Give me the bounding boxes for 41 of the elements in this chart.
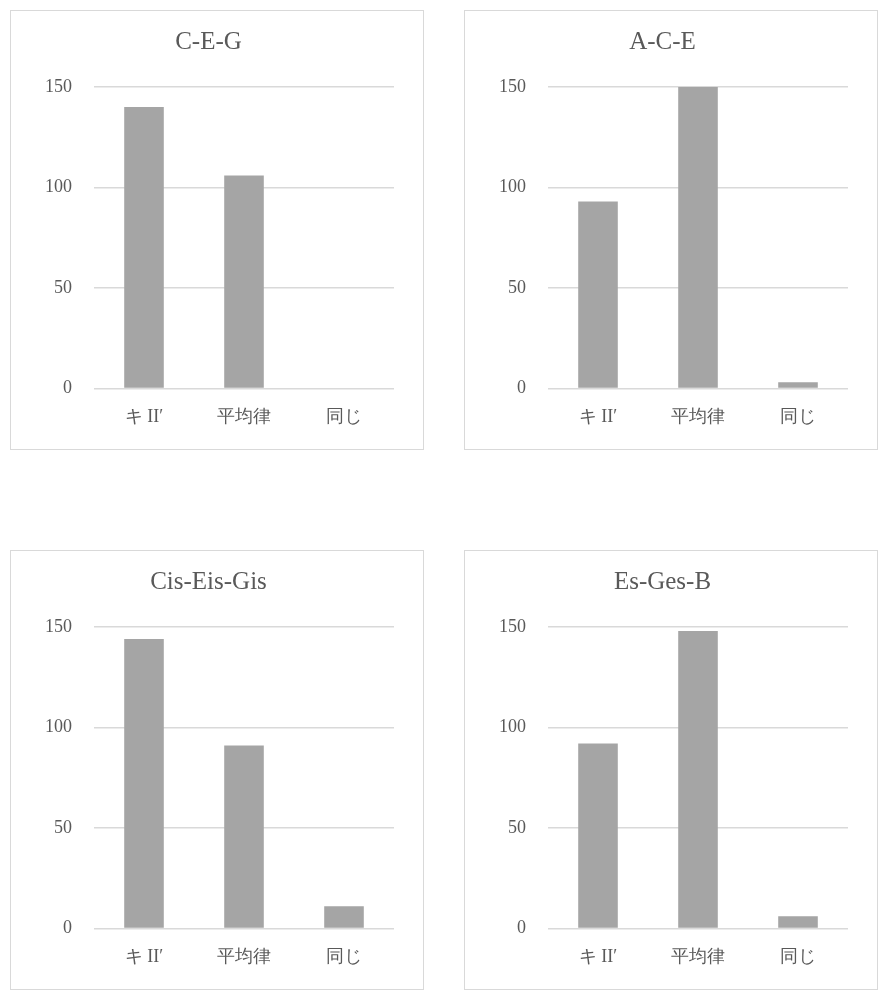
x-tick-label: 平均律 (671, 945, 725, 966)
x-tick-label: 平均律 (671, 405, 725, 426)
y-tick-label: 0 (517, 377, 526, 398)
y-tick-label: 150 (499, 75, 526, 96)
x-tick-label: キ II′ (124, 405, 164, 426)
x-tick-label: キ II′ (124, 945, 164, 966)
bar (578, 743, 618, 928)
x-tick-label: 同じ (780, 945, 816, 966)
x-tick-label: 同じ (326, 405, 362, 426)
y-tick-label: 100 (499, 176, 526, 197)
y-tick-label: 0 (517, 917, 526, 938)
x-tick-label: キ II′ (578, 945, 618, 966)
y-tick-label: 100 (499, 716, 526, 737)
chart-title: Es-Ges-B (613, 566, 712, 594)
bar (578, 201, 618, 388)
chart-title: A-C-E (629, 26, 696, 54)
bar (678, 87, 718, 388)
bar (678, 631, 718, 928)
chart-title: C-E-G (175, 26, 242, 54)
bar (324, 906, 364, 928)
y-tick-label: 100 (45, 176, 72, 197)
y-tick-label: 150 (45, 75, 72, 96)
bar (124, 639, 164, 928)
y-tick-label: 100 (45, 716, 72, 737)
y-tick-label: 50 (508, 276, 526, 297)
bar (778, 382, 818, 388)
y-tick-label: 0 (63, 377, 72, 398)
y-tick-label: 150 (499, 615, 526, 636)
y-tick-label: 50 (508, 816, 526, 837)
chart-title: Cis-Eis-Gis (150, 566, 267, 594)
y-tick-label: 150 (45, 615, 72, 636)
x-tick-label: 平均律 (217, 945, 271, 966)
x-tick-label: キ II′ (578, 405, 618, 426)
y-tick-label: 50 (54, 816, 72, 837)
x-tick-label: 同じ (326, 945, 362, 966)
bar (224, 745, 264, 928)
bar (778, 916, 818, 928)
y-tick-label: 0 (63, 917, 72, 938)
y-tick-label: 50 (54, 276, 72, 297)
x-tick-label: 平均律 (217, 405, 271, 426)
x-tick-label: 同じ (780, 405, 816, 426)
